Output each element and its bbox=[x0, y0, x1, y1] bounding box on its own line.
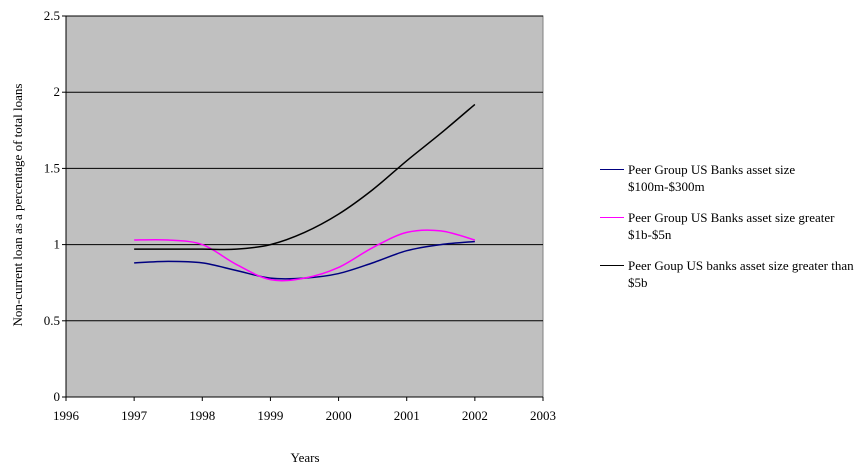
x-tick-label: 1998 bbox=[189, 408, 215, 423]
y-axis-label: Non-current loan as a percentage of tota… bbox=[10, 84, 25, 327]
y-tick-label: 2.5 bbox=[44, 8, 60, 23]
x-tick-label: 1997 bbox=[121, 408, 148, 423]
legend-label: Peer Goup US banks asset size greater th… bbox=[628, 258, 854, 290]
y-tick-label: 2 bbox=[54, 84, 61, 99]
legend: Peer Group US Banks asset size $100m-$30… bbox=[600, 161, 864, 305]
y-tick-label: 1.5 bbox=[44, 160, 60, 175]
legend-entry: Peer Goup US banks asset size greater th… bbox=[600, 257, 864, 291]
x-tick-label: 2001 bbox=[394, 408, 420, 423]
x-tick-label: 2003 bbox=[530, 408, 556, 423]
legend-entry: Peer Group US Banks asset size greater $… bbox=[600, 209, 864, 243]
y-tick-label: 1 bbox=[54, 237, 61, 252]
legend-swatch bbox=[600, 217, 624, 218]
series-line bbox=[134, 229, 476, 282]
plot-area bbox=[65, 15, 544, 398]
x-axis-label: Years bbox=[290, 450, 319, 465]
legend-label: Peer Group US Banks asset size greater $… bbox=[628, 210, 835, 242]
legend-swatch bbox=[600, 169, 624, 170]
x-tick-label: 2002 bbox=[462, 408, 488, 423]
legend-entry: Peer Group US Banks asset size $100m-$30… bbox=[600, 161, 864, 195]
legend-swatch bbox=[600, 265, 624, 266]
y-tick-label: 0 bbox=[54, 389, 61, 404]
y-tick-label: 0.5 bbox=[44, 313, 60, 328]
series-line bbox=[134, 103, 476, 251]
x-tick-label: 2000 bbox=[326, 408, 352, 423]
x-tick-label: 1996 bbox=[53, 408, 80, 423]
legend-label: Peer Group US Banks asset size $100m-$30… bbox=[628, 162, 796, 194]
x-tick-label: 1999 bbox=[257, 408, 283, 423]
plot-svg: Years Non-current loan as a percentage o… bbox=[10, 8, 556, 465]
